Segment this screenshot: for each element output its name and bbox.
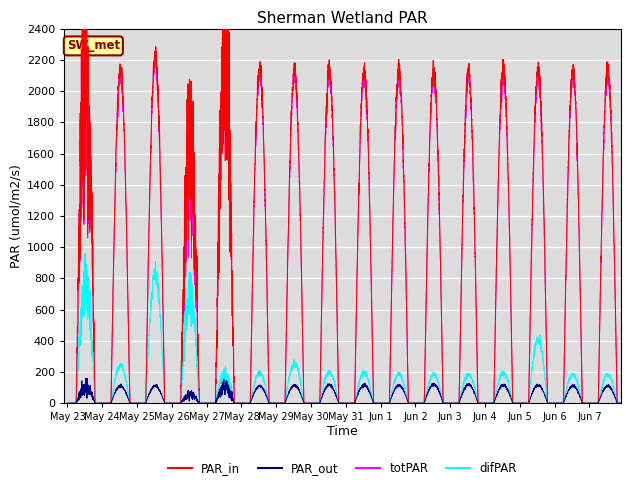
Legend: PAR_in, PAR_out, totPAR, difPAR: PAR_in, PAR_out, totPAR, difPAR xyxy=(163,458,522,480)
PAR_out xyxy=(63,400,71,406)
PAR_out xyxy=(367,393,374,398)
PAR_in xyxy=(541,235,548,241)
PAR_in xyxy=(526,326,534,332)
Y-axis label: PAR (umol/m2/s): PAR (umol/m2/s) xyxy=(10,164,22,268)
Line: PAR_out: PAR_out xyxy=(67,378,624,403)
difPAR xyxy=(397,370,404,376)
totPAR xyxy=(63,400,71,406)
Title: Sherman Wetland PAR: Sherman Wetland PAR xyxy=(257,11,428,26)
PAR_in xyxy=(397,73,404,79)
PAR_out xyxy=(526,396,534,402)
totPAR xyxy=(499,79,506,84)
PAR_out xyxy=(82,375,90,381)
X-axis label: Time: Time xyxy=(327,425,358,438)
PAR_out xyxy=(179,396,187,402)
difPAR xyxy=(179,357,187,363)
difPAR xyxy=(526,386,534,392)
Text: SW_met: SW_met xyxy=(67,39,120,52)
PAR_in xyxy=(499,71,506,77)
difPAR xyxy=(620,400,628,406)
difPAR xyxy=(499,372,506,378)
difPAR xyxy=(81,250,89,256)
difPAR xyxy=(367,386,374,392)
PAR_out xyxy=(499,383,506,388)
difPAR xyxy=(63,400,71,406)
PAR_out xyxy=(541,392,548,397)
totPAR xyxy=(541,240,548,246)
PAR_out xyxy=(620,400,628,406)
Line: totPAR: totPAR xyxy=(67,0,624,403)
PAR_in xyxy=(179,310,187,316)
PAR_out xyxy=(397,382,404,388)
totPAR xyxy=(397,81,404,86)
PAR_in xyxy=(367,247,374,252)
totPAR xyxy=(526,328,534,334)
Line: PAR_in: PAR_in xyxy=(67,0,624,403)
PAR_in xyxy=(620,400,628,406)
PAR_in xyxy=(63,400,71,406)
difPAR xyxy=(541,368,548,373)
totPAR xyxy=(367,250,374,256)
totPAR xyxy=(620,400,628,406)
Line: difPAR: difPAR xyxy=(67,253,624,403)
totPAR xyxy=(179,320,187,325)
